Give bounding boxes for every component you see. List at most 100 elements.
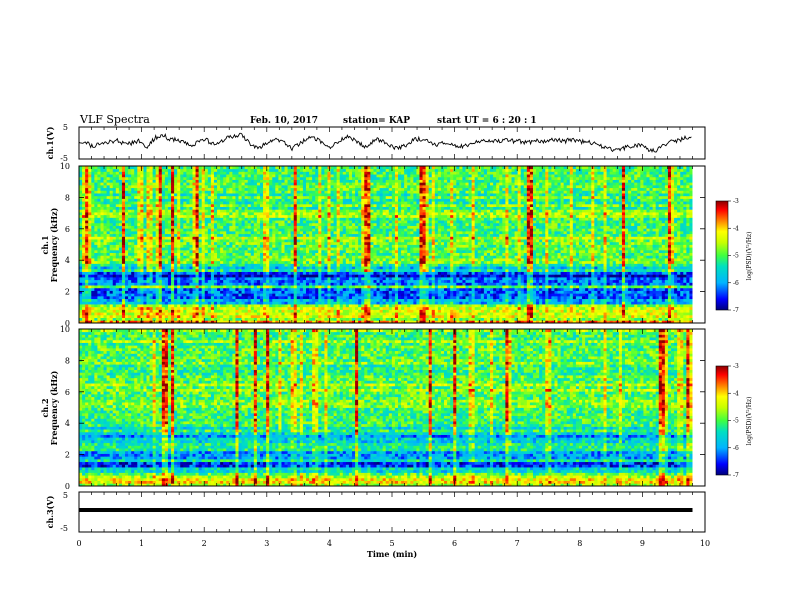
spectrogram-cell xyxy=(665,318,668,321)
spectrogram-cell xyxy=(131,291,134,294)
spectrogram-cell xyxy=(472,296,475,299)
spectrogram-cell xyxy=(594,318,597,321)
spectrogram-cell xyxy=(208,301,211,304)
spectrogram-cell xyxy=(315,291,318,294)
spectrogram-cell xyxy=(343,299,346,302)
spectrogram-cell xyxy=(91,293,94,296)
spectrogram-cell xyxy=(312,312,315,315)
spectrogram-cell xyxy=(625,312,628,315)
spectrogram-cell xyxy=(275,309,278,312)
spectrogram-cell xyxy=(518,315,521,318)
spectrogram-cell xyxy=(251,315,254,318)
spectrogram-cell xyxy=(100,299,103,302)
spectrogram-cell xyxy=(607,301,610,304)
spectrogram-cell xyxy=(404,301,407,304)
spectrogram-cell xyxy=(346,307,349,310)
spectrogram-cell xyxy=(650,291,653,294)
spectrogram-cell xyxy=(459,304,462,307)
spectrogram-cell xyxy=(628,291,631,294)
spectrogram-cell xyxy=(352,318,355,321)
spectrogram-cell xyxy=(530,296,533,299)
spectrogram-cell xyxy=(539,293,542,296)
spectrogram-cell xyxy=(450,291,453,294)
spectrogram-cell xyxy=(505,312,508,315)
spectrogram-cell xyxy=(131,301,134,304)
spectrogram-cell xyxy=(113,301,116,304)
spectrogram-cell xyxy=(153,293,156,296)
spectrogram-cell xyxy=(208,312,211,315)
spectrogram-cell xyxy=(447,291,450,294)
spectrogram-cell xyxy=(554,299,557,302)
spectrogram-cell xyxy=(610,309,613,312)
spectrogram-cell xyxy=(327,299,330,302)
spectrogram-cell xyxy=(481,307,484,310)
spectrogram-cell xyxy=(217,315,220,318)
spectrogram-cell xyxy=(97,318,100,321)
spectrogram-cell xyxy=(677,307,680,310)
spectrogram-cell xyxy=(165,309,168,312)
spectrogram-cell xyxy=(591,307,594,310)
spectrogram-cell xyxy=(573,312,576,315)
spectrogram-cell xyxy=(281,307,284,310)
spectrogram-cell xyxy=(315,315,318,318)
spectrogram-cell xyxy=(548,296,551,299)
spectrogram-cell xyxy=(97,309,100,312)
spectrogram-cell xyxy=(401,299,404,302)
spectrogram-cell xyxy=(94,301,97,304)
spectrogram-cell xyxy=(232,318,235,321)
spectrogram-cell xyxy=(183,304,186,307)
spectrogram-cell xyxy=(257,304,260,307)
spectrogram-cell xyxy=(125,307,128,310)
spectrogram-cell xyxy=(177,301,180,304)
spectrogram-cell xyxy=(349,291,352,294)
spectrogram-cell xyxy=(196,312,199,315)
spectrogram-cell xyxy=(143,318,146,321)
spectrogram-cell xyxy=(214,315,217,318)
spectrogram-cell xyxy=(294,299,297,302)
spectrogram-cell xyxy=(186,304,189,307)
spectrogram-cell xyxy=(223,312,226,315)
spectrogram-cell xyxy=(370,307,373,310)
spectrogram-cell xyxy=(196,296,199,299)
spectrogram-cell xyxy=(343,296,346,299)
spectrogram-cell xyxy=(285,318,288,321)
spectrogram-cell xyxy=(239,304,242,307)
spectrogram-cell xyxy=(631,312,634,315)
spectrogram-cell xyxy=(404,307,407,310)
spectrogram-cell xyxy=(223,304,226,307)
spectrogram-cell xyxy=(189,309,192,312)
spectrogram-cell xyxy=(585,307,588,310)
spectrogram-cell xyxy=(542,309,545,312)
spectrogram-cell xyxy=(610,304,613,307)
spectrogram-cell xyxy=(419,318,422,321)
spectrogram-cell xyxy=(582,299,585,302)
spectrogram-cell xyxy=(306,309,309,312)
spectrogram-cell xyxy=(364,299,367,302)
spectrogram-cell xyxy=(401,296,404,299)
spectrogram-cell xyxy=(171,312,174,315)
spectrogram-cell xyxy=(291,309,294,312)
spectrogram-cell xyxy=(600,299,603,302)
spectrogram-cell xyxy=(260,304,263,307)
spectrogram-cell xyxy=(625,293,628,296)
spectrogram-cell xyxy=(321,299,324,302)
spectrogram-cell xyxy=(671,296,674,299)
spectrogram-cell xyxy=(146,307,149,310)
spectrogram-cell xyxy=(545,301,548,304)
spectrogram-cell xyxy=(88,318,91,321)
spectrogram-cell xyxy=(419,315,422,318)
spectrogram-cell xyxy=(518,312,521,315)
spectrogram-cell xyxy=(600,296,603,299)
spectrogram-cell xyxy=(380,307,383,310)
spectrogram-cell xyxy=(551,304,554,307)
spectrogram-cell xyxy=(554,304,557,307)
spectrogram-cell xyxy=(610,299,613,302)
spectrogram-cell xyxy=(180,309,183,312)
spectrogram-cell xyxy=(196,318,199,321)
spectrogram-cell xyxy=(656,301,659,304)
spectrogram-cell xyxy=(199,315,202,318)
spectrogram-cell xyxy=(189,291,192,294)
spectrogram-cell xyxy=(107,293,110,296)
spectrogram-cell xyxy=(487,318,490,321)
spectrogram-cell xyxy=(324,301,327,304)
